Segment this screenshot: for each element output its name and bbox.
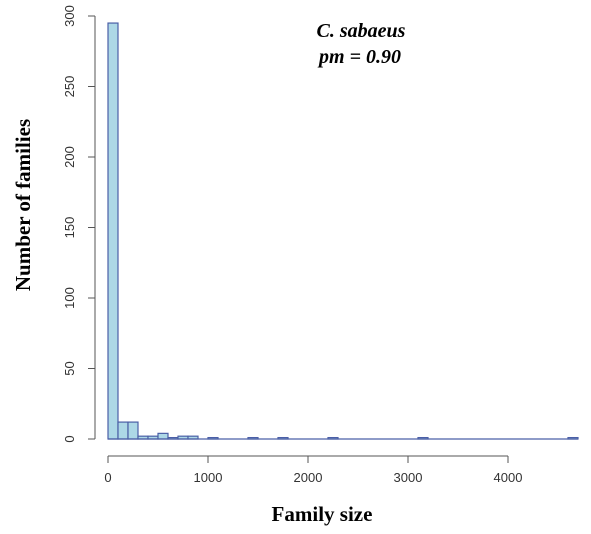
y-tick-label-50: 50 (62, 361, 77, 375)
y-tick-label-150: 150 (62, 217, 77, 239)
histogram-bar-500 (157, 432, 169, 440)
pm-annotation: pm = 0.90 (317, 46, 401, 68)
x-tick-label-2000: 2000 (294, 470, 323, 485)
y-axis-title: Number of families (11, 119, 35, 291)
x-tick-label-0: 0 (104, 470, 111, 485)
axes-layer (94, 16, 508, 457)
species-annotation: C. sabaeus (317, 20, 406, 42)
y-tick-label-0: 0 (62, 435, 77, 442)
y-tick-label-300: 300 (62, 5, 77, 27)
histogram-bar-100 (117, 421, 129, 440)
y-tick-label-100: 100 (62, 287, 77, 309)
bars-layer (107, 22, 579, 440)
y-tick-label-250: 250 (62, 76, 77, 98)
x-tick-label-3000: 3000 (394, 470, 423, 485)
x-axis-ticks: 0 1000 2000 3000 4000 (104, 456, 522, 485)
histogram-bar-200 (127, 421, 139, 440)
y-tick-label-200: 200 (62, 146, 77, 168)
y-axis-ticks: 0 50 100 150 200 250 300 (62, 5, 95, 443)
x-axis-title: Family size (272, 502, 373, 526)
x-tick-label-4000: 4000 (494, 470, 523, 485)
histogram-bar-0 (107, 22, 119, 440)
x-tick-label-1000: 1000 (194, 470, 223, 485)
